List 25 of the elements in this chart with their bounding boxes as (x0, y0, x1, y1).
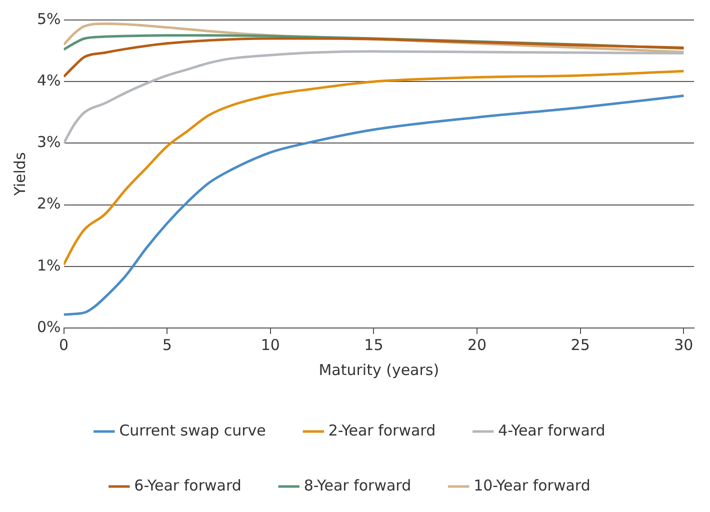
legend-label: 6-Year forward (134, 476, 242, 494)
x-tick-label: 30 (674, 336, 694, 354)
line-series (64, 70, 685, 266)
y-tick-label: 0% (37, 318, 61, 336)
y-tick-label: 1% (37, 256, 61, 274)
line-series (64, 50, 685, 144)
y-tick-label: 2% (37, 194, 61, 213)
y-tick-label: 3% (37, 133, 61, 152)
x-tick-label: 10 (260, 336, 280, 354)
legend-label: Current swap curve (119, 421, 266, 440)
legend-label: 2-Year forward (328, 421, 436, 440)
x-tick-label: 15 (364, 336, 384, 354)
y-tick-label: 5% (37, 10, 61, 28)
line-series (64, 37, 685, 78)
y-axis-title: Yields (10, 152, 29, 197)
legend-label: 8-Year forward (304, 476, 412, 494)
y-tick-label: 4% (37, 71, 61, 90)
x-tick-label: 25 (570, 336, 590, 354)
x-tick-label: 20 (468, 336, 487, 354)
legend-label: 4-Year forward (498, 421, 606, 440)
line-series (64, 94, 685, 316)
x-axis-title: Maturity (years) (318, 360, 440, 379)
x-tick-label: 5 (162, 336, 172, 354)
x-tick-label: 0 (59, 336, 69, 354)
legend-label: 10-Year forward (474, 476, 590, 494)
